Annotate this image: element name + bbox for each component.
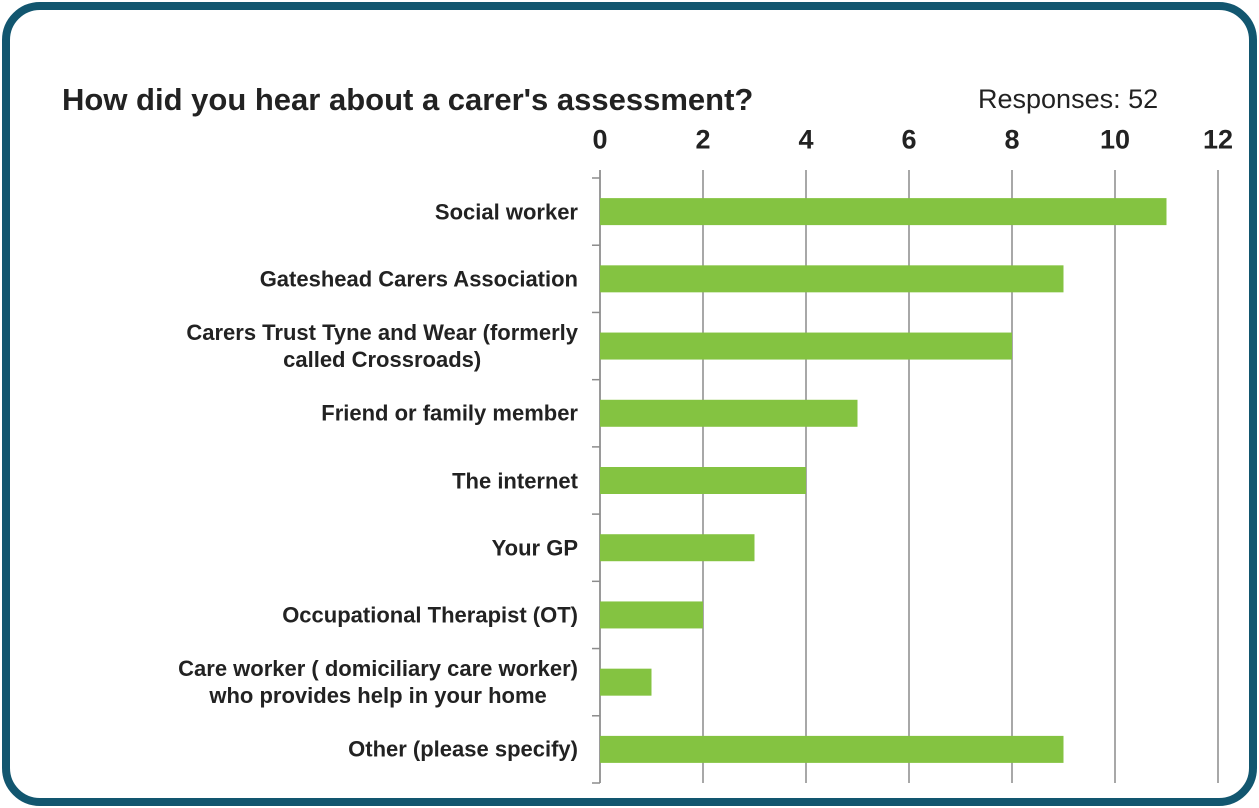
y-tick-label: Social worker [434,199,578,225]
x-tick-label: 10 [1099,124,1131,155]
bar [600,534,755,562]
bar [600,735,1064,763]
bar [600,198,1167,226]
chart-title: How did you hear about a carer's assessm… [62,82,754,117]
x-tick-label: 0 [592,124,608,155]
y-tick-label: Other (please specify) [348,736,578,762]
y-tick-label: Carers Trust Tyne and Wear (formerly cal… [186,320,578,373]
y-tick-label: Care worker ( domiciliary care worker) w… [178,656,578,709]
bar [600,399,858,427]
x-tick-label: 4 [798,124,814,155]
x-tick-label: 6 [901,124,917,155]
bar [600,668,652,696]
bar [600,467,806,494]
x-tick-label: 12 [1202,124,1234,155]
bar [600,265,1064,293]
x-tick-label: 8 [1004,124,1020,155]
x-tick-label: 2 [695,124,711,155]
y-tick-label: The internet [452,468,578,493]
y-tick-label: Gateshead Carers Association [259,266,578,292]
y-tick-label: Occupational Therapist (OT) [282,602,578,628]
bar [600,601,703,629]
y-tick-label: Your GP [491,535,578,561]
chart-subtitle: Responses: 52 [978,84,1159,114]
y-tick-label: Friend or family member [321,400,578,426]
bar [600,332,1012,360]
